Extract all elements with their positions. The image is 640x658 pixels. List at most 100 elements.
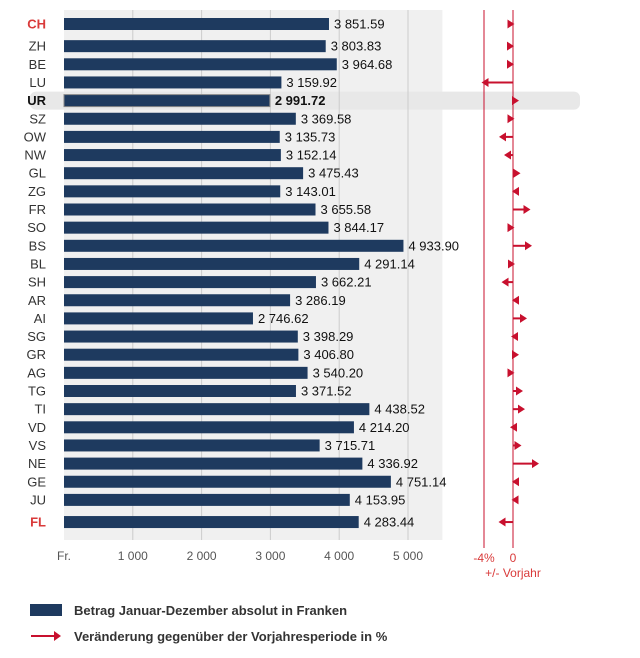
change-arrow-head [513, 168, 521, 178]
change-arrow-head [507, 223, 515, 233]
category-label: FL [30, 515, 46, 530]
legend-bar-label: Betrag Januar-Dezember absolut in Franke… [74, 602, 348, 618]
change-arrow-head [512, 96, 519, 106]
category-label: NW [24, 148, 46, 163]
change-arrow-head [511, 495, 519, 505]
x-tick-label: 3 000 [255, 549, 285, 563]
change-arrow-head [507, 41, 514, 51]
x-tick-label: 4 000 [324, 549, 354, 563]
value-label: 2 991.72 [275, 93, 326, 108]
change-arrow-head [499, 132, 506, 142]
bar [64, 40, 326, 53]
category-label: VD [28, 420, 46, 435]
value-label: 3 369.58 [301, 111, 352, 126]
category-label: JU [30, 492, 46, 507]
category-label: BS [29, 238, 47, 253]
value-label: 3 152.14 [286, 148, 337, 163]
value-label: 3 803.83 [331, 39, 382, 54]
legend-arrow-label: Veränderung gegenüber der Vorjahresperio… [74, 628, 388, 644]
value-label: 3 159.92 [286, 75, 337, 90]
change-arrow-head [512, 295, 519, 305]
bar [64, 276, 316, 289]
bar [63, 94, 271, 108]
legend: Betrag Januar-Dezember absolut in Franke… [30, 600, 590, 652]
category-label: BL [30, 256, 46, 271]
bar [64, 185, 281, 198]
bar [64, 348, 299, 361]
chart-canvas: 1 000 2 000 3 000 4 000 5 000 Fr. -4% 0+/- Vorj… [24, 10, 580, 580]
category-label: ZG [28, 184, 46, 199]
bar [64, 203, 316, 216]
change-arrow-head [512, 186, 519, 196]
bar [64, 257, 360, 270]
value-label: 3 715.71 [325, 438, 376, 453]
value-label: 3 475.43 [308, 166, 359, 181]
value-label: 2 746.62 [258, 311, 309, 326]
change-tick-label: 0 [510, 551, 517, 565]
change-arrow-head [507, 114, 515, 124]
category-label: AI [34, 311, 46, 326]
change-arrow-head [523, 205, 531, 214]
bar [64, 475, 391, 488]
value-label: 3 655.58 [321, 202, 372, 217]
bar [64, 149, 281, 162]
change-arrow-head [516, 386, 523, 396]
category-label: SO [27, 220, 46, 235]
category-label: UR [27, 93, 46, 108]
change-arrow-head [481, 77, 489, 87]
category-label: BE [29, 57, 47, 72]
x-tick-label: 2 000 [187, 549, 217, 563]
bar [64, 167, 304, 180]
change-tick-label: -4% [473, 551, 495, 565]
change-arrow-head [518, 404, 525, 414]
value-label: 4 933.90 [408, 238, 459, 253]
value-label: 3 851.59 [334, 17, 385, 32]
bar [64, 330, 298, 343]
x-tick-label: 1 000 [118, 549, 148, 563]
bar [64, 493, 350, 506]
bar [64, 516, 359, 529]
category-label: VS [29, 438, 47, 453]
change-arrow-head [525, 241, 532, 251]
value-label: 4 291.14 [364, 256, 415, 271]
value-label: 4 336.92 [367, 456, 418, 471]
bar [64, 366, 308, 379]
category-label: GR [27, 347, 47, 362]
value-label: 3 406.80 [303, 347, 354, 362]
value-label: 4 751.14 [396, 474, 447, 489]
category-label: FR [29, 202, 46, 217]
change-arrow-head [504, 150, 511, 160]
value-label: 4 153.95 [355, 492, 406, 507]
value-label: 3 143.01 [285, 184, 336, 199]
category-label: GL [29, 166, 46, 181]
category-label: SG [27, 329, 46, 344]
category-label: SH [28, 275, 46, 290]
bar [64, 112, 296, 125]
category-label: AG [27, 365, 46, 380]
bar [64, 239, 404, 252]
value-label: 4 214.20 [359, 420, 410, 435]
value-label: 3 540.20 [313, 365, 364, 380]
change-arrow-head [507, 59, 514, 69]
bar [64, 312, 253, 325]
bar [64, 439, 320, 452]
category-label: LU [29, 75, 46, 90]
x-tick-label: 5 000 [393, 549, 423, 563]
bar [64, 18, 329, 30]
value-label: 4 283.44 [364, 515, 415, 530]
bar [64, 58, 337, 71]
bar [64, 76, 282, 89]
legend-item-arrow: Veränderung gegenüber der Vorjahresperio… [30, 626, 590, 646]
bar [64, 221, 329, 234]
value-label: 3 398.29 [303, 329, 354, 344]
category-label: CH [27, 17, 46, 32]
category-label: AR [28, 293, 46, 308]
change-arrow-head [514, 440, 522, 450]
value-label: 3 286.19 [295, 293, 346, 308]
category-label: SZ [29, 111, 46, 126]
bar [64, 130, 280, 143]
bar [64, 403, 370, 416]
change-arrow-head [508, 259, 515, 269]
x-unit-label: Fr. [57, 549, 71, 563]
category-label: GE [27, 474, 46, 489]
